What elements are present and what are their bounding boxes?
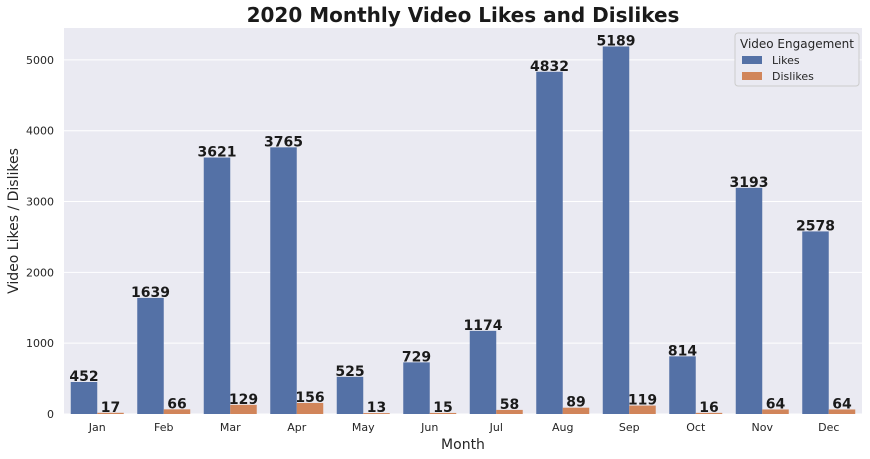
bar-likes xyxy=(203,157,231,415)
y-tick-label: 1000 xyxy=(26,337,54,350)
bar-dislikes xyxy=(163,409,191,414)
data-label: 452 xyxy=(69,369,98,385)
bar-likes xyxy=(469,330,497,414)
y-tick-label: 5000 xyxy=(26,54,54,67)
bar-dislikes xyxy=(695,412,723,414)
data-label: 64 xyxy=(832,396,852,412)
data-label: 58 xyxy=(500,397,519,413)
bar-dislikes xyxy=(562,407,590,414)
bar-dislikes xyxy=(429,412,457,414)
data-label: 729 xyxy=(402,349,431,365)
data-label: 66 xyxy=(167,396,186,412)
legend-swatch-dislikes xyxy=(742,72,762,80)
bar-likes xyxy=(270,147,297,414)
legend-swatch-likes xyxy=(742,56,762,64)
y-tick-label: 3000 xyxy=(26,196,54,209)
bar-likes xyxy=(602,46,630,414)
data-label: 525 xyxy=(335,364,364,380)
x-tick-label: Jul xyxy=(489,421,503,434)
x-tick-label: Jun xyxy=(420,421,438,434)
data-label: 3193 xyxy=(730,175,769,191)
bar-dislikes xyxy=(230,404,257,414)
data-label: 1639 xyxy=(131,285,170,301)
bar-dislikes xyxy=(629,405,656,414)
legend-label-dislikes: Dislikes xyxy=(772,70,814,83)
legend: Video Engagement Likes Dislikes xyxy=(734,32,860,87)
x-tick-label: Oct xyxy=(686,421,706,434)
x-tick-label: Nov xyxy=(752,421,774,434)
x-tick-label: Mar xyxy=(220,421,241,434)
bar-likes xyxy=(735,187,763,414)
bar-dislikes xyxy=(97,412,124,414)
data-label: 5189 xyxy=(597,33,636,49)
data-label: 89 xyxy=(566,395,585,411)
data-label: 129 xyxy=(229,392,258,408)
data-label: 814 xyxy=(668,343,697,359)
x-tick-label: Dec xyxy=(818,421,839,434)
data-label: 15 xyxy=(433,400,452,416)
y-axis-ticks: 0 1000 2000 3000 4000 5000 xyxy=(26,54,54,421)
bar-likes xyxy=(536,71,563,415)
bar-dislikes xyxy=(762,409,789,414)
bar-dislikes xyxy=(496,409,523,414)
bar-dislikes xyxy=(828,409,856,414)
bar-likes xyxy=(336,376,364,414)
x-tick-label: Apr xyxy=(287,421,307,434)
x-tick-label: Jan xyxy=(88,421,106,434)
data-label: 3621 xyxy=(198,145,237,161)
bar-likes xyxy=(669,356,696,414)
data-label: 119 xyxy=(628,393,657,409)
gridlines xyxy=(64,59,862,415)
data-label: 64 xyxy=(766,396,786,412)
data-label: 17 xyxy=(101,400,120,416)
data-label: 16 xyxy=(699,400,718,416)
bar-likes xyxy=(403,362,430,414)
data-label: 3765 xyxy=(264,134,303,150)
bar-dislikes xyxy=(363,413,390,414)
legend-title: Video Engagement xyxy=(740,37,854,51)
x-tick-label: Feb xyxy=(154,421,173,434)
bar-dislikes xyxy=(296,402,324,414)
data-label: 2578 xyxy=(796,218,835,234)
chart-title: 2020 Monthly Video Likes and Dislikes xyxy=(247,3,680,27)
y-axis-label: Video Likes / Dislikes xyxy=(6,148,22,294)
plot-area xyxy=(64,28,862,414)
x-tick-label: Sep xyxy=(619,421,640,434)
legend-label-likes: Likes xyxy=(772,54,800,67)
x-tick-label: Aug xyxy=(552,421,573,434)
y-tick-label: 4000 xyxy=(26,125,54,138)
bar-likes xyxy=(70,381,98,414)
bars xyxy=(70,46,856,415)
y-tick-label: 0 xyxy=(47,408,54,421)
bar-likes xyxy=(802,231,829,414)
x-axis-label: Month xyxy=(441,437,485,453)
x-tick-label: May xyxy=(352,421,375,434)
data-label: 1174 xyxy=(464,318,503,334)
data-label: 156 xyxy=(295,390,324,406)
data-label: 4832 xyxy=(530,59,569,75)
bar-likes xyxy=(137,297,164,414)
data-label: 13 xyxy=(367,400,386,416)
data-labels: 452 1639 3621 3765 525 729 1174 4832 5189 814 3193… xyxy=(69,33,852,416)
y-tick-label: 2000 xyxy=(26,266,54,279)
legend-box xyxy=(734,32,860,87)
x-axis-ticks: Jan Feb Mar Apr May Jun Jul Aug Sep Oct Nov Dec xyxy=(88,421,840,434)
